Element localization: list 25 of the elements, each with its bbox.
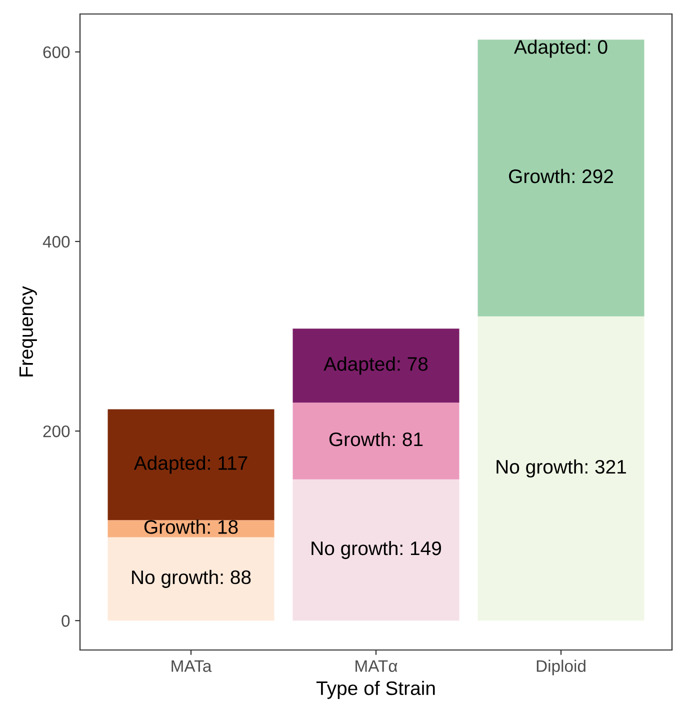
y-tick-label: 600 — [43, 46, 70, 58]
data-label: Adapted: 0 — [514, 40, 608, 58]
bar — [292, 479, 460, 621]
data-label: Adapted: 117 — [134, 456, 248, 474]
y-tick-label: 0 — [62, 615, 70, 627]
data-label: Adapted: 78 — [324, 356, 428, 375]
x-tick-label: MATa — [172, 660, 212, 672]
data-label: Growth: 18 — [144, 520, 238, 534]
y-tick-label: 200 — [43, 425, 70, 438]
bar — [478, 40, 644, 316]
bar — [292, 402, 460, 480]
bar — [292, 328, 460, 403]
bar — [108, 409, 274, 520]
x-tick-label: Diploid — [536, 660, 586, 676]
data-label: No growth: 149 — [312, 540, 442, 560]
x-axis-title: Type of Strain — [316, 680, 435, 699]
bar — [108, 537, 274, 621]
y-axis-title: Frequency — [20, 286, 37, 376]
y-tick-label: 400 — [42, 236, 70, 248]
data-label: No growth: 321 — [496, 459, 626, 478]
bar — [478, 316, 644, 621]
data-label: Growth: 81 — [329, 432, 423, 446]
data-label: No growth: 88 — [132, 570, 251, 588]
x-tick-label: MATα — [356, 660, 398, 672]
data-label: Growth: 292 — [509, 168, 613, 184]
